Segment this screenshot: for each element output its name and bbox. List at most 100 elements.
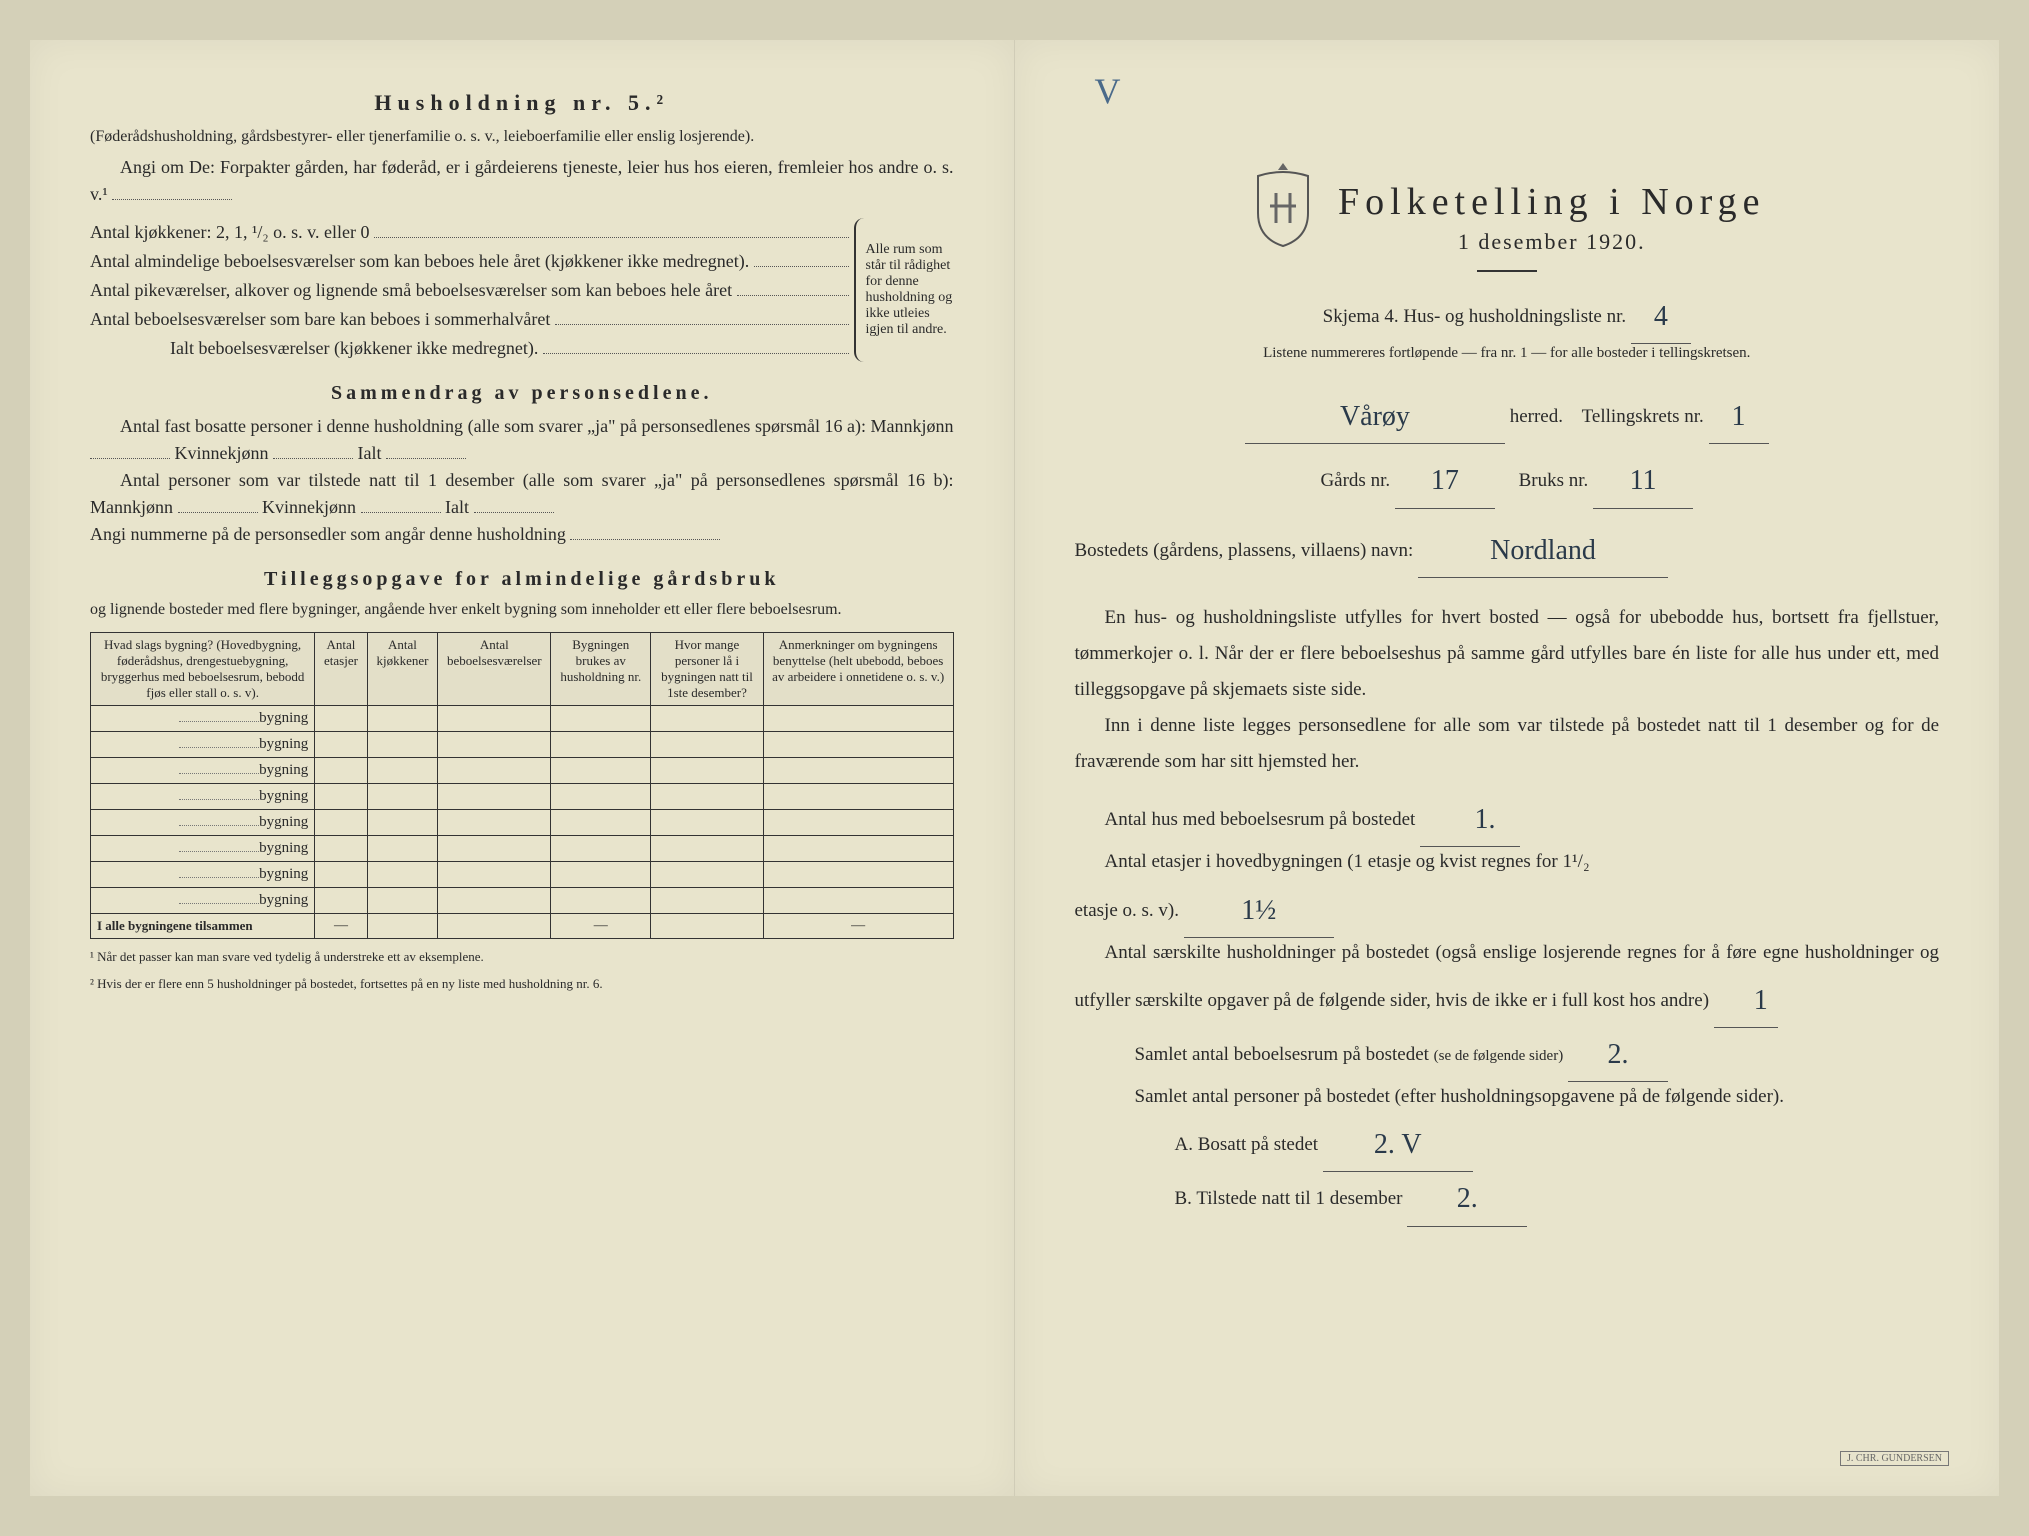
- buildings-table: Hvad slags bygning? (Hovedbygning, føder…: [90, 632, 954, 939]
- kvinne-fill2: [361, 512, 441, 513]
- table-cell: [315, 887, 367, 913]
- table-cell: [438, 835, 551, 861]
- th-rooms: Antal beboelsesværelser: [438, 632, 551, 705]
- table-cell: [367, 757, 438, 783]
- row-type-fill: [179, 851, 259, 852]
- summary-line1: Antal fast bosatte personer i denne hush…: [90, 413, 954, 467]
- samlet-personer-row: Samlet antal personer på bostedet (efter…: [1135, 1079, 1940, 1115]
- row-type-label: bygning: [259, 762, 308, 778]
- gards-value: 17: [1395, 454, 1495, 508]
- intro-instruction: Angi om De: Forpakter gården, har føderå…: [90, 154, 954, 208]
- table-cell: [438, 861, 551, 887]
- table-cell: [438, 705, 551, 731]
- antal-hus-value: 1.: [1420, 793, 1520, 847]
- total-cell3: [438, 913, 551, 938]
- maid-rooms-fill: [737, 295, 848, 296]
- total-dash1: —: [315, 913, 367, 938]
- table-cell: [651, 809, 764, 835]
- tellingskrets-label: Tellingskrets nr.: [1582, 406, 1704, 427]
- bruks-value: 11: [1593, 454, 1693, 508]
- ialt-fill1: [386, 458, 466, 459]
- angi-fill: [570, 539, 720, 540]
- summer-rooms-label: Antal beboelsesværelser som bare kan beb…: [90, 305, 550, 334]
- tilstede-row: B. Tilstede natt til 1 desember 2.: [1175, 1169, 1940, 1223]
- kitchens-row: Antal kjøkkener: 2, 1, ¹/₂ o. s. v. elle…: [90, 218, 854, 247]
- main-title: Folketelling i Norge: [1338, 180, 1766, 224]
- antal-hus-label: Antal hus med beboelsesrum på bostedet: [1105, 809, 1416, 830]
- para1: En hus- og husholdningsliste utfylles fo…: [1075, 600, 1940, 708]
- checkmark-annotation: V: [1095, 70, 1121, 112]
- table-cell: [438, 783, 551, 809]
- table-cell: [367, 783, 438, 809]
- household-heading: Husholdning nr. 5.²: [90, 90, 954, 116]
- table-header-row: Hvad slags bygning? (Hovedbygning, føder…: [91, 632, 954, 705]
- sub-title: 1 desember 1920.: [1338, 229, 1766, 255]
- row-type-cell: bygning: [91, 809, 315, 835]
- row-type-label: bygning: [259, 814, 308, 830]
- table-cell: [551, 887, 651, 913]
- bosatt-row: A. Bosatt på stedet 2. V: [1175, 1115, 1940, 1169]
- table-cell: [763, 861, 953, 887]
- ordinary-rooms-row: Antal almindelige beboelsesværelser som …: [90, 247, 854, 276]
- table-row: bygning: [91, 757, 954, 783]
- herred-label: herred.: [1510, 406, 1563, 427]
- bosatt-label: A. Bosatt på stedet: [1175, 1134, 1319, 1155]
- table-cell: [551, 809, 651, 835]
- table-cell: [438, 731, 551, 757]
- summary-text2: Antal personer som var tilstede natt til…: [90, 470, 954, 517]
- row-type-label: bygning: [259, 710, 308, 726]
- bostedets-label: Bostedets (gårdens, plassens, villaens) …: [1075, 540, 1414, 561]
- table-cell: [763, 731, 953, 757]
- title-row: Folketelling i Norge 1 desember 1920.: [1075, 150, 1940, 255]
- row-type-label: bygning: [259, 892, 308, 908]
- intro-paren: (Føderådshusholdning, gårdsbestyrer- ell…: [90, 126, 954, 148]
- tilstede-value: 2.: [1407, 1172, 1527, 1226]
- table-cell: [651, 783, 764, 809]
- row-type-cell: bygning: [91, 887, 315, 913]
- ialt-label2: Ialt: [445, 497, 469, 517]
- table-cell: [438, 757, 551, 783]
- table-cell: [651, 757, 764, 783]
- maid-rooms-label: Antal pikeværelser, alkover og lignende …: [90, 276, 732, 305]
- skjema-row: Skjema 4. Hus- og husholdningsliste nr. …: [1075, 287, 1940, 341]
- ialt-label1: Ialt: [358, 443, 382, 463]
- etasjer-row-b: etasje o. s. v). 1½: [1075, 881, 1940, 935]
- table-cell: [315, 835, 367, 861]
- ialt-fill2: [474, 512, 554, 513]
- rooms-section: Antal kjøkkener: 2, 1, ¹/₂ o. s. v. elle…: [90, 218, 954, 362]
- th-type: Hvad slags bygning? (Hovedbygning, føder…: [91, 632, 315, 705]
- mann-fill2: [178, 512, 258, 513]
- total-cell2: [367, 913, 438, 938]
- th-household: Bygningen brukes av husholdning nr.: [551, 632, 651, 705]
- row-type-label: bygning: [259, 866, 308, 882]
- ordinary-rooms-fill: [754, 266, 848, 267]
- row-type-label: bygning: [259, 840, 308, 856]
- table-cell: [763, 757, 953, 783]
- total-dash3: —: [763, 913, 953, 938]
- row-type-fill: [179, 773, 259, 774]
- ordinary-rooms-label: Antal almindelige beboelsesværelser som …: [90, 247, 749, 276]
- kitchens-fill: [374, 237, 848, 238]
- table-cell: [315, 731, 367, 757]
- row-type-cell: bygning: [91, 835, 315, 861]
- table-row: bygning: [91, 731, 954, 757]
- total-dash2: —: [551, 913, 651, 938]
- herred-row: Vårøy herred. Tellingskrets nr. 1: [1075, 387, 1940, 441]
- table-cell: [315, 861, 367, 887]
- row-type-label: bygning: [259, 788, 308, 804]
- maid-rooms-row: Antal pikeværelser, alkover og lignende …: [90, 276, 854, 305]
- row-type-fill: [179, 799, 259, 800]
- table-cell: [651, 887, 764, 913]
- printer-mark: J. CHR. GUNDERSEN: [1840, 1451, 1949, 1466]
- etasjer-value: 1½: [1184, 884, 1334, 938]
- row-type-label: bygning: [259, 736, 308, 752]
- gards-row: Gårds nr. 17 Bruks nr. 11: [1075, 451, 1940, 505]
- title-divider: [1477, 270, 1537, 272]
- th-floors: Antal etasjer: [315, 632, 367, 705]
- tilstede-label: B. Tilstede natt til 1 desember: [1175, 1188, 1403, 1209]
- bostedets-row: Bostedets (gårdens, plassens, villaens) …: [1075, 521, 1940, 575]
- table-row: bygning: [91, 809, 954, 835]
- intro-fill: [112, 199, 232, 200]
- table-row: bygning: [91, 887, 954, 913]
- summary-heading: Sammendrag av personsedlene.: [90, 382, 954, 405]
